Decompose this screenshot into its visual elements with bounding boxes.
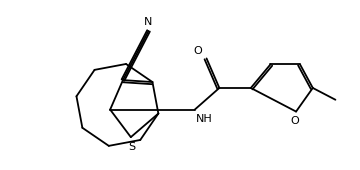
Text: S: S (128, 142, 135, 152)
Text: NH: NH (196, 114, 212, 124)
Text: O: O (194, 46, 203, 56)
Text: O: O (291, 116, 300, 126)
Text: N: N (144, 17, 153, 27)
